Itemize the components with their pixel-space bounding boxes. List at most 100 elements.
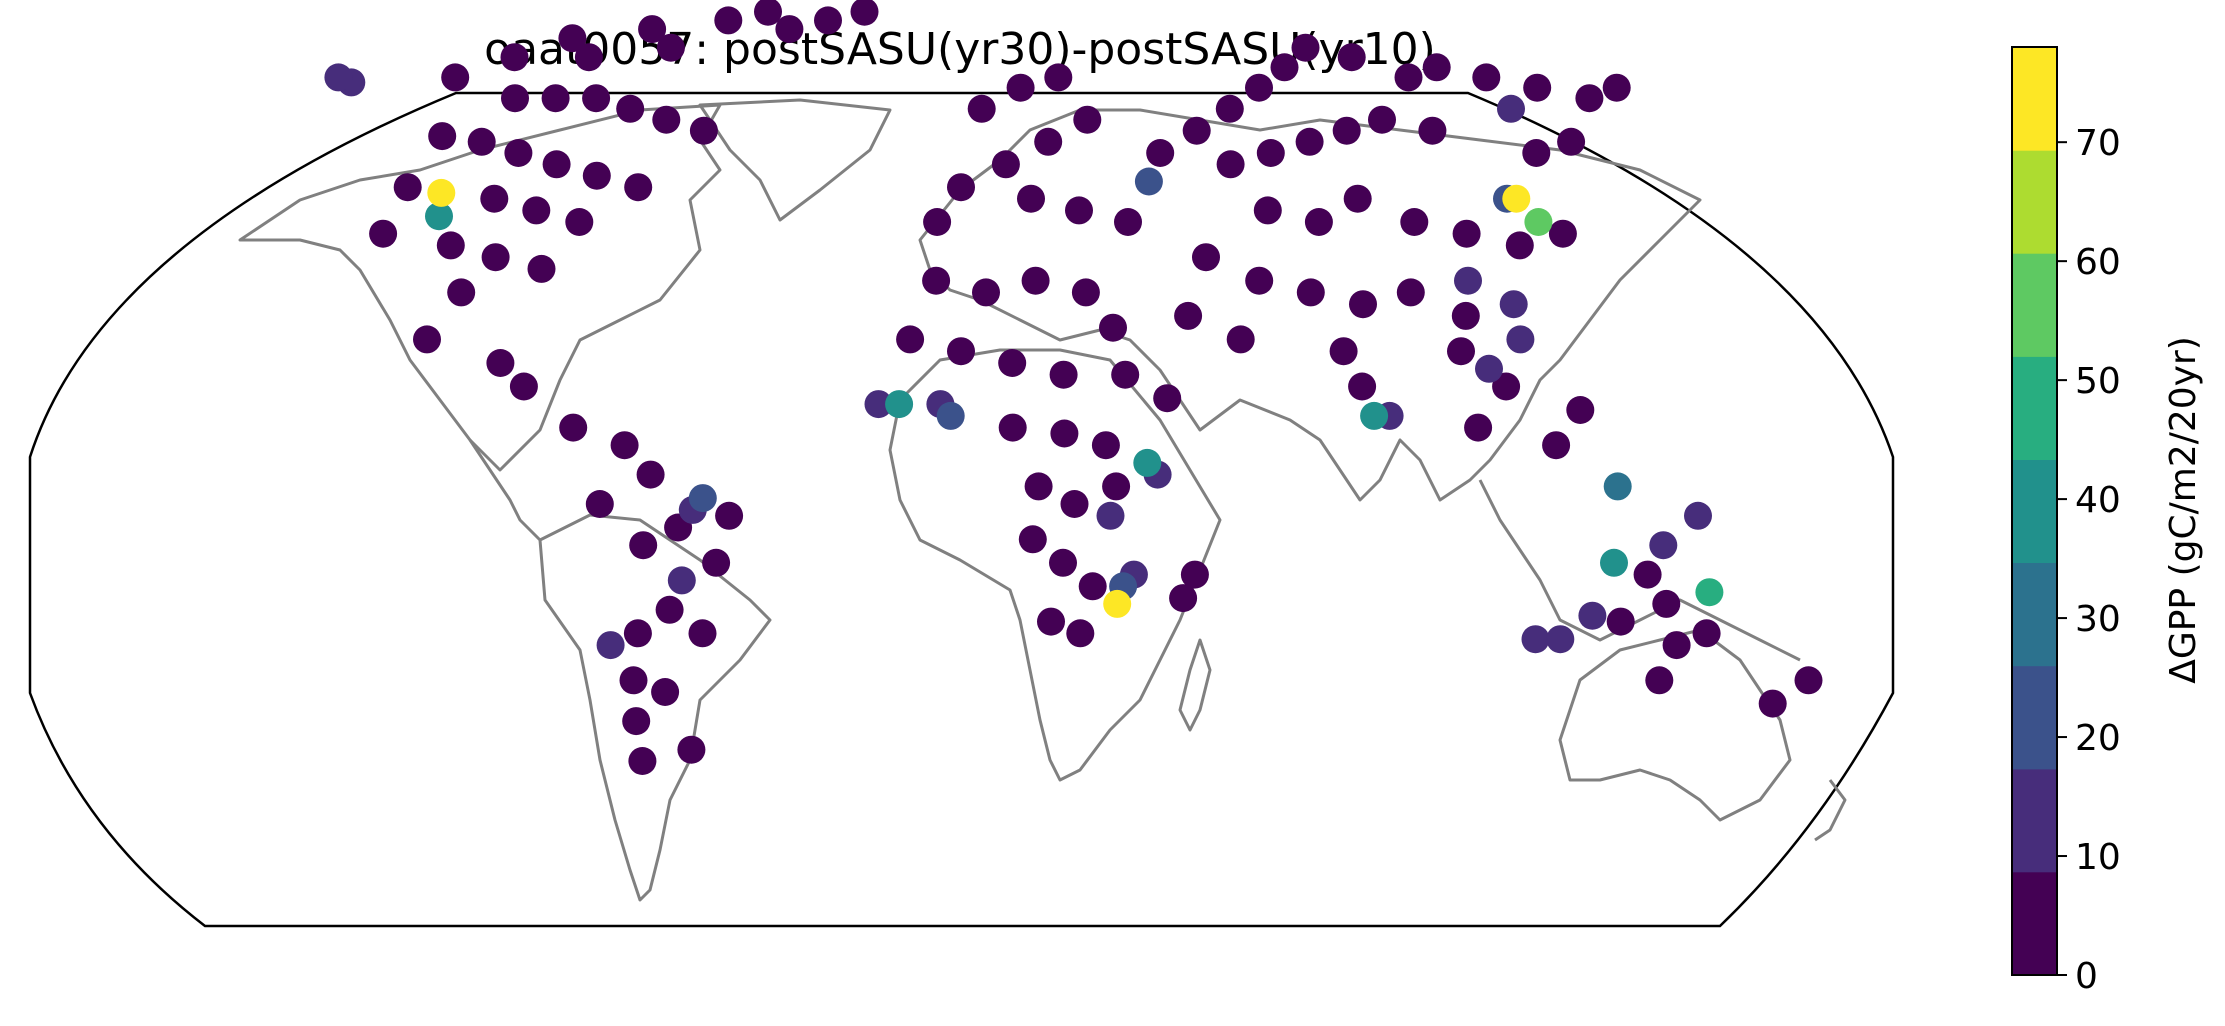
site-marker (522, 196, 551, 225)
site-marker (1522, 139, 1551, 167)
site-marker (1017, 184, 1045, 213)
site-marker (655, 595, 684, 624)
site-marker (500, 43, 529, 72)
site-marker (651, 678, 680, 706)
site-marker (480, 184, 509, 213)
site-marker (1180, 560, 1209, 589)
coastline-madagascar (1178, 638, 1212, 732)
site-marker (1114, 208, 1142, 236)
site-marker (1348, 372, 1377, 401)
site-marker (1343, 184, 1372, 213)
colorbar-segment (2012, 356, 2057, 460)
site-marker (1021, 266, 1050, 295)
colorbar-segment (2012, 768, 2057, 873)
colorbar-label: ΔGPP (gC/m2/20yr) (2163, 336, 2204, 684)
site-marker (656, 33, 685, 62)
site-marker (1099, 313, 1127, 342)
site-marker (1548, 219, 1577, 248)
site-marker (1794, 666, 1823, 695)
site-marker (1472, 63, 1501, 92)
site-marker (1349, 290, 1377, 319)
site-marker (610, 431, 639, 460)
site-marker (936, 401, 965, 430)
site-marker (1103, 589, 1132, 618)
site-marker (1695, 578, 1724, 607)
site-marker (967, 94, 996, 123)
colorbar-tick-label: 0 (2075, 956, 2098, 997)
site-marker (541, 84, 570, 113)
site-marker (1018, 525, 1047, 554)
site-marker (1684, 501, 1712, 530)
site-marker (619, 666, 648, 695)
site-marker (885, 390, 914, 419)
site-marker (369, 219, 398, 248)
site-marker (775, 15, 804, 44)
site-marker (1505, 231, 1534, 260)
site-marker (509, 372, 538, 401)
site-marker (1245, 266, 1274, 295)
site-marker (1499, 290, 1528, 319)
site-marker (1566, 396, 1595, 424)
site-marker (702, 548, 731, 577)
site-marker (864, 390, 893, 419)
site-marker (1464, 413, 1493, 442)
site-marker (1557, 127, 1586, 156)
colorbar-segment (2012, 150, 2057, 254)
site-marker (623, 619, 652, 648)
site-marker (582, 84, 611, 113)
site-marker (624, 173, 653, 202)
colorbar-tick-label: 70 (2075, 123, 2121, 164)
site-marker (947, 337, 975, 366)
site-marker (1050, 419, 1079, 448)
site-marker (1291, 33, 1320, 62)
site-marker (1337, 43, 1366, 72)
colorbar-segment (2012, 47, 2057, 151)
site-marker (688, 619, 717, 648)
site-marker (585, 490, 614, 518)
site-marker (814, 6, 842, 35)
colorbar-frame (2011, 46, 2058, 976)
site-marker (998, 349, 1027, 377)
site-marker (1226, 325, 1255, 354)
site-marker (1451, 301, 1480, 330)
coastline-greenland (698, 98, 892, 222)
site-marker (1049, 548, 1077, 577)
site-marker (1578, 601, 1607, 630)
site-marker (1006, 73, 1035, 102)
coastline-southeast-asia (1478, 479, 1801, 662)
site-marker (467, 127, 496, 156)
site-marker (972, 278, 1000, 307)
site-marker (1606, 607, 1635, 636)
site-marker (1649, 531, 1678, 560)
site-marker (559, 413, 588, 442)
site-marker (425, 202, 453, 231)
site-marker (1645, 666, 1674, 695)
site-marker (1065, 196, 1093, 225)
site-marker (638, 15, 667, 44)
site-marker (1454, 266, 1482, 295)
site-marker (947, 173, 975, 202)
site-marker (1304, 208, 1333, 236)
site-marker (527, 254, 556, 283)
coastline-eurasia (918, 108, 1702, 502)
site-marker (436, 231, 465, 260)
site-marker (1329, 337, 1358, 366)
site-marker (558, 24, 587, 53)
site-marker (1066, 619, 1095, 648)
site-marker (574, 43, 603, 72)
world-map (28, 0, 1895, 928)
site-marker (428, 122, 457, 151)
coastline-central-america (468, 439, 542, 542)
site-marker (1153, 384, 1182, 413)
site-marker (596, 631, 625, 660)
site-marker (1078, 572, 1107, 601)
map-boundary (28, 91, 1895, 928)
site-marker (629, 531, 658, 560)
site-marker (1394, 63, 1423, 92)
site-marker (1600, 548, 1628, 577)
site-marker (714, 6, 743, 35)
site-marker (1447, 337, 1475, 366)
site-marker (1073, 105, 1102, 134)
site-marker (1169, 584, 1198, 613)
